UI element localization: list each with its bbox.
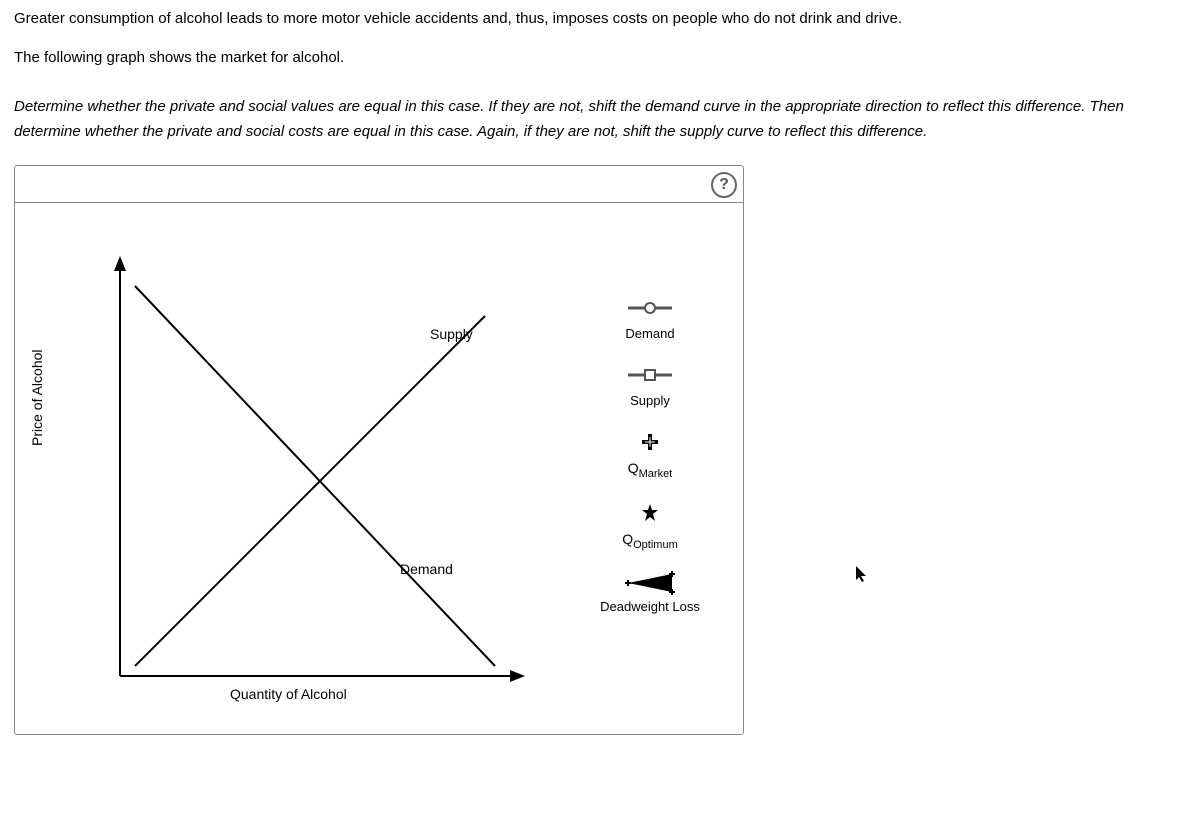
help-button[interactable]: ?	[711, 172, 737, 198]
legend-demand[interactable]: Demand	[570, 296, 730, 341]
star-marker-icon	[640, 501, 660, 525]
supply-label: Supply	[430, 326, 473, 342]
intro-text: Greater consumption of alcohol leads to …	[14, 8, 1186, 31]
x-axis-arrow	[510, 670, 525, 682]
demand-curve[interactable]	[135, 286, 495, 666]
panel-divider	[15, 202, 743, 203]
cursor-icon	[855, 565, 869, 588]
triangle-marker-icon	[620, 573, 680, 593]
legend-q-market-label: QMarket	[628, 460, 673, 480]
legend-q-optimum-label: QOptimum	[622, 531, 678, 551]
supply-curve[interactable]	[135, 316, 485, 666]
legend-supply[interactable]: Supply	[570, 363, 730, 408]
legend-q-market[interactable]: QMarket	[570, 430, 730, 480]
graph-panel: ? Supply Demand Price of Alcohol Quantit…	[14, 165, 744, 735]
chart-svg	[65, 226, 545, 686]
legend-demand-label: Demand	[625, 326, 674, 341]
x-axis-label: Quantity of Alcohol	[230, 686, 347, 702]
demand-marker-icon	[626, 296, 674, 320]
help-icon: ?	[719, 176, 729, 194]
y-axis-arrow	[114, 256, 126, 271]
y-axis-label: Price of Alcohol	[29, 349, 45, 446]
legend-deadweight-label: Deadweight Loss	[600, 599, 700, 614]
legend-panel: Demand Supply QMarket QOptimum	[570, 296, 730, 637]
sub-intro-text: The following graph shows the market for…	[14, 49, 1186, 66]
chart-plot[interactable]: Supply Demand	[65, 226, 545, 686]
legend-supply-label: Supply	[630, 393, 670, 408]
legend-deadweight[interactable]: Deadweight Loss	[570, 573, 730, 614]
plus-marker-icon	[640, 430, 660, 454]
supply-marker-icon	[626, 363, 674, 387]
demand-label: Demand	[400, 561, 453, 577]
instructions-text: Determine whether the private and social…	[14, 94, 1186, 145]
legend-q-optimum[interactable]: QOptimum	[570, 501, 730, 551]
